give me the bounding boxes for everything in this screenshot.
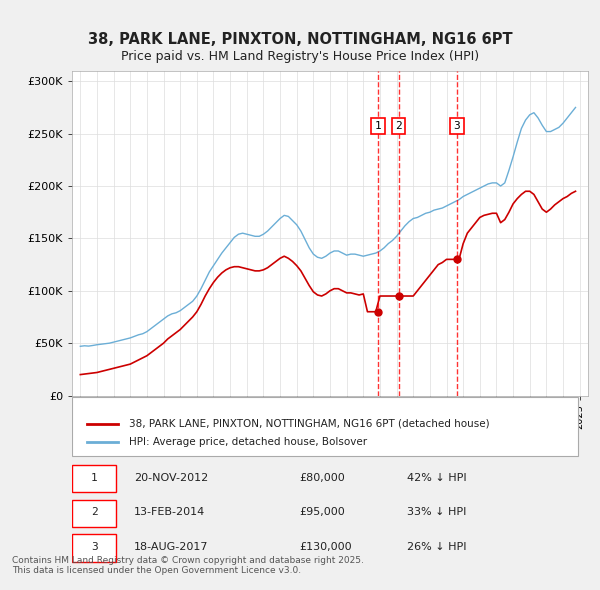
Text: 1: 1 — [91, 473, 98, 483]
Text: 18-AUG-2017: 18-AUG-2017 — [134, 542, 208, 552]
Text: £95,000: £95,000 — [299, 507, 345, 517]
Text: 38, PARK LANE, PINXTON, NOTTINGHAM, NG16 6PT (detached house): 38, PARK LANE, PINXTON, NOTTINGHAM, NG16… — [129, 419, 490, 429]
Text: 38, PARK LANE, PINXTON, NOTTINGHAM, NG16 6PT: 38, PARK LANE, PINXTON, NOTTINGHAM, NG16… — [88, 32, 512, 47]
Text: 26% ↓ HPI: 26% ↓ HPI — [407, 542, 467, 552]
FancyBboxPatch shape — [72, 535, 116, 562]
Text: 42% ↓ HPI: 42% ↓ HPI — [407, 473, 467, 483]
Text: 13-FEB-2014: 13-FEB-2014 — [134, 507, 205, 517]
Text: Contains HM Land Registry data © Crown copyright and database right 2025.
This d: Contains HM Land Registry data © Crown c… — [12, 556, 364, 575]
FancyBboxPatch shape — [72, 465, 116, 492]
Text: Price paid vs. HM Land Registry's House Price Index (HPI): Price paid vs. HM Land Registry's House … — [121, 50, 479, 63]
Text: 3: 3 — [91, 542, 98, 552]
Text: £80,000: £80,000 — [299, 473, 345, 483]
Text: HPI: Average price, detached house, Bolsover: HPI: Average price, detached house, Bols… — [129, 437, 367, 447]
FancyBboxPatch shape — [72, 500, 116, 527]
Text: 20-NOV-2012: 20-NOV-2012 — [134, 473, 208, 483]
Text: 2: 2 — [395, 121, 402, 131]
FancyBboxPatch shape — [72, 397, 578, 456]
Text: £130,000: £130,000 — [299, 542, 352, 552]
Text: 3: 3 — [454, 121, 460, 131]
Text: 1: 1 — [374, 121, 381, 131]
Text: 33% ↓ HPI: 33% ↓ HPI — [407, 507, 467, 517]
Text: 2: 2 — [91, 507, 98, 517]
